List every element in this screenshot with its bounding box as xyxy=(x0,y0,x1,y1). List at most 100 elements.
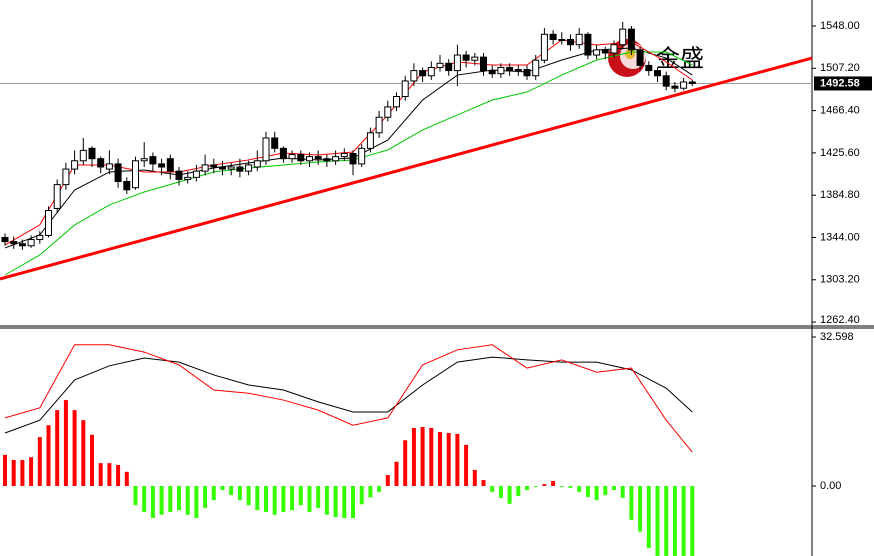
candle-body xyxy=(53,184,61,209)
candle-body xyxy=(1,236,9,243)
candle-body xyxy=(297,154,305,162)
candle-body xyxy=(245,164,253,172)
candle-body xyxy=(288,154,296,160)
histogram-bar xyxy=(324,485,329,515)
histogram-bar xyxy=(472,469,477,486)
candle-body xyxy=(314,156,322,160)
candle-body xyxy=(436,62,444,68)
candle-body xyxy=(79,149,87,162)
candle-body xyxy=(36,234,44,241)
histogram-bar xyxy=(464,444,469,486)
candle-body xyxy=(358,147,366,165)
histogram-bar xyxy=(672,485,677,556)
histogram-bar xyxy=(81,420,86,486)
histogram-bar xyxy=(272,485,277,515)
current-price-label: 1492.58 xyxy=(820,77,860,89)
histogram-bar xyxy=(185,485,190,515)
candle-body xyxy=(114,163,122,183)
histogram-bar xyxy=(159,485,164,515)
histogram-bar xyxy=(46,425,51,486)
histogram-bar xyxy=(237,485,242,501)
candle-body xyxy=(349,153,357,165)
candle-body xyxy=(166,158,174,172)
current-price-box xyxy=(814,76,872,91)
histogram-bar xyxy=(20,459,25,486)
histogram-bar xyxy=(420,427,425,486)
candle-body xyxy=(236,166,244,172)
candle-body xyxy=(610,44,618,54)
candle-body xyxy=(201,164,209,172)
candle-body xyxy=(123,181,131,191)
histogram-bar xyxy=(620,485,625,498)
histogram-bar xyxy=(490,485,495,492)
candle-body xyxy=(523,69,531,77)
histogram-bar xyxy=(481,480,486,486)
candle-body xyxy=(140,158,148,162)
y-tick-label: 1548.00 xyxy=(820,20,860,32)
indicator-line xyxy=(4,356,693,434)
candle-body xyxy=(271,137,279,149)
y-tick-label: 1507.20 xyxy=(820,62,860,74)
histogram-bar xyxy=(255,485,260,511)
histogram-bar xyxy=(533,485,538,487)
histogram-bar xyxy=(585,485,590,497)
histogram-bar xyxy=(107,463,112,486)
candle-body xyxy=(567,38,574,46)
histogram-bar xyxy=(377,485,382,492)
histogram-bar xyxy=(681,485,686,556)
histogram-bar xyxy=(612,485,616,491)
candle-body xyxy=(671,85,679,89)
candle-body xyxy=(480,56,487,72)
candle-body xyxy=(410,70,418,82)
y-tick-label: 1466.40 xyxy=(820,105,860,117)
histogram-bar xyxy=(3,454,7,486)
histogram-bar xyxy=(646,485,651,549)
candle-body xyxy=(662,75,670,87)
histogram-bar xyxy=(203,485,208,508)
candle-body xyxy=(149,156,157,165)
candle-body xyxy=(323,158,331,162)
histogram-bar xyxy=(455,433,460,486)
candle-body xyxy=(549,33,557,40)
y-tick-label: 1262.40 xyxy=(820,314,860,326)
histogram-bar xyxy=(664,485,669,556)
histogram-bar xyxy=(29,457,34,486)
candle-body xyxy=(427,66,435,77)
candle-body xyxy=(506,66,514,72)
histogram-bar xyxy=(655,485,660,556)
candle-body xyxy=(97,158,105,168)
candle-body xyxy=(532,59,540,77)
candle-body xyxy=(18,243,26,247)
histogram-bar xyxy=(281,485,286,513)
candle-body xyxy=(227,166,235,170)
candle-body xyxy=(688,81,696,84)
candle-body xyxy=(340,153,348,158)
histogram-bar xyxy=(142,485,147,513)
histogram-bar xyxy=(264,485,268,513)
histogram-bar xyxy=(403,440,408,486)
candle-body xyxy=(471,56,479,61)
candle-body xyxy=(601,49,609,54)
candle-body xyxy=(540,33,548,61)
histogram-bar xyxy=(438,432,442,486)
histogram-bar xyxy=(116,464,121,486)
candle-body xyxy=(558,38,566,41)
candle-body xyxy=(445,62,453,72)
histogram-bar xyxy=(690,485,695,556)
histogram-bar xyxy=(542,484,547,486)
candle-body xyxy=(88,147,96,160)
histogram-bar xyxy=(211,485,216,501)
candle-body xyxy=(306,156,313,162)
histogram-bar xyxy=(411,427,416,486)
histogram-bar xyxy=(98,463,103,486)
histogram-bar xyxy=(498,485,503,498)
candle-body xyxy=(645,64,653,72)
histogram-bar xyxy=(333,485,338,518)
candle-body xyxy=(584,33,592,56)
candle-body xyxy=(262,137,270,162)
histogram-bar xyxy=(124,471,129,486)
histogram-bar xyxy=(150,485,155,518)
histogram-bar xyxy=(72,410,77,486)
candle-body xyxy=(680,81,688,89)
